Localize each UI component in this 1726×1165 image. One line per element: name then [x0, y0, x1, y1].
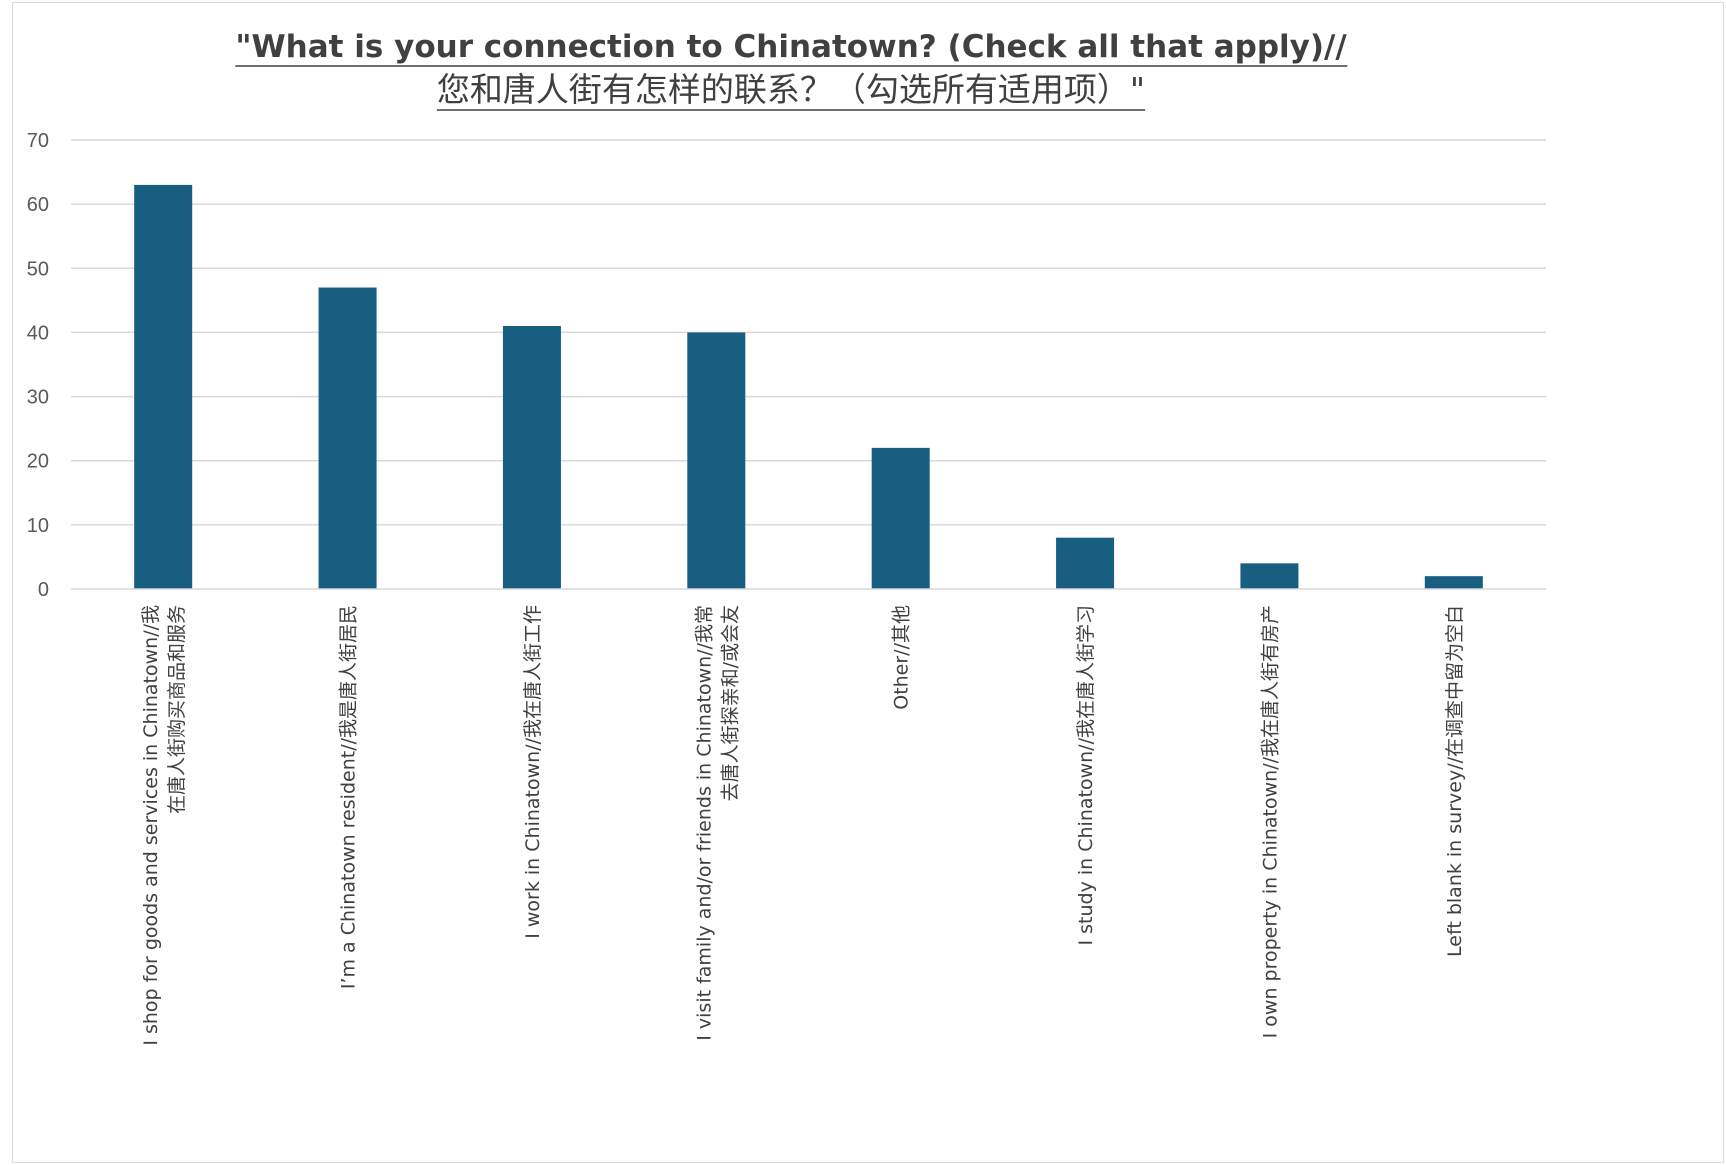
x-category-label: 在唐人街购买商品和服务	[166, 605, 188, 814]
bar	[687, 332, 746, 589]
y-tick-label: 0	[38, 579, 49, 601]
chart-title: "What is your connection to Chinatown? (…	[235, 29, 1347, 65]
gridlines	[71, 139, 1546, 526]
y-tick-label: 40	[27, 322, 49, 344]
y-tick-label: 70	[27, 130, 49, 152]
bars	[134, 184, 1483, 589]
chart-subtitle: 您和唐人街有怎样的联系？（勾选所有适用项）"	[437, 70, 1145, 109]
bar	[502, 326, 561, 589]
x-category-label: I visit family and/or friends in Chinato…	[693, 605, 715, 1041]
bar	[1424, 576, 1483, 589]
y-tick-label: 20	[27, 451, 49, 473]
y-axis-ticks: 0 10 20 30 40 50 60 70	[27, 130, 49, 601]
x-category-label: I own property in Chinatown//我在唐人街有房产	[1259, 605, 1281, 1038]
chart-frame: "What is your connection to Chinatown? (…	[12, 2, 1724, 1163]
x-category-label: I’m a Chinatown resident//我是唐人街居民	[338, 605, 360, 989]
bar-chart: "What is your connection to Chinatown? (…	[27, 29, 1546, 1046]
bar	[134, 184, 193, 589]
bar	[871, 447, 930, 589]
y-tick-label: 10	[27, 515, 49, 537]
x-category-label: 去唐人街探亲和/或会友	[719, 605, 741, 801]
x-category-label: I shop for goods and services in Chinato…	[140, 605, 162, 1046]
y-tick-label: 60	[27, 194, 49, 216]
x-category-label: Left blank in survey//在调查中留为空白	[1444, 605, 1466, 957]
x-axis-labels: I shop for goods and services in Chinato…	[140, 605, 1466, 1046]
x-category-label: I study in Chinatown//我在唐人街学习	[1075, 605, 1097, 945]
y-tick-label: 30	[27, 387, 49, 409]
x-category-label: I work in Chinatown//我在唐人街工作	[522, 605, 544, 939]
bar	[1240, 563, 1299, 589]
y-tick-label: 50	[27, 258, 49, 280]
bar	[318, 287, 377, 589]
x-category-label: Other//其他	[891, 605, 913, 710]
bar	[1056, 537, 1115, 589]
